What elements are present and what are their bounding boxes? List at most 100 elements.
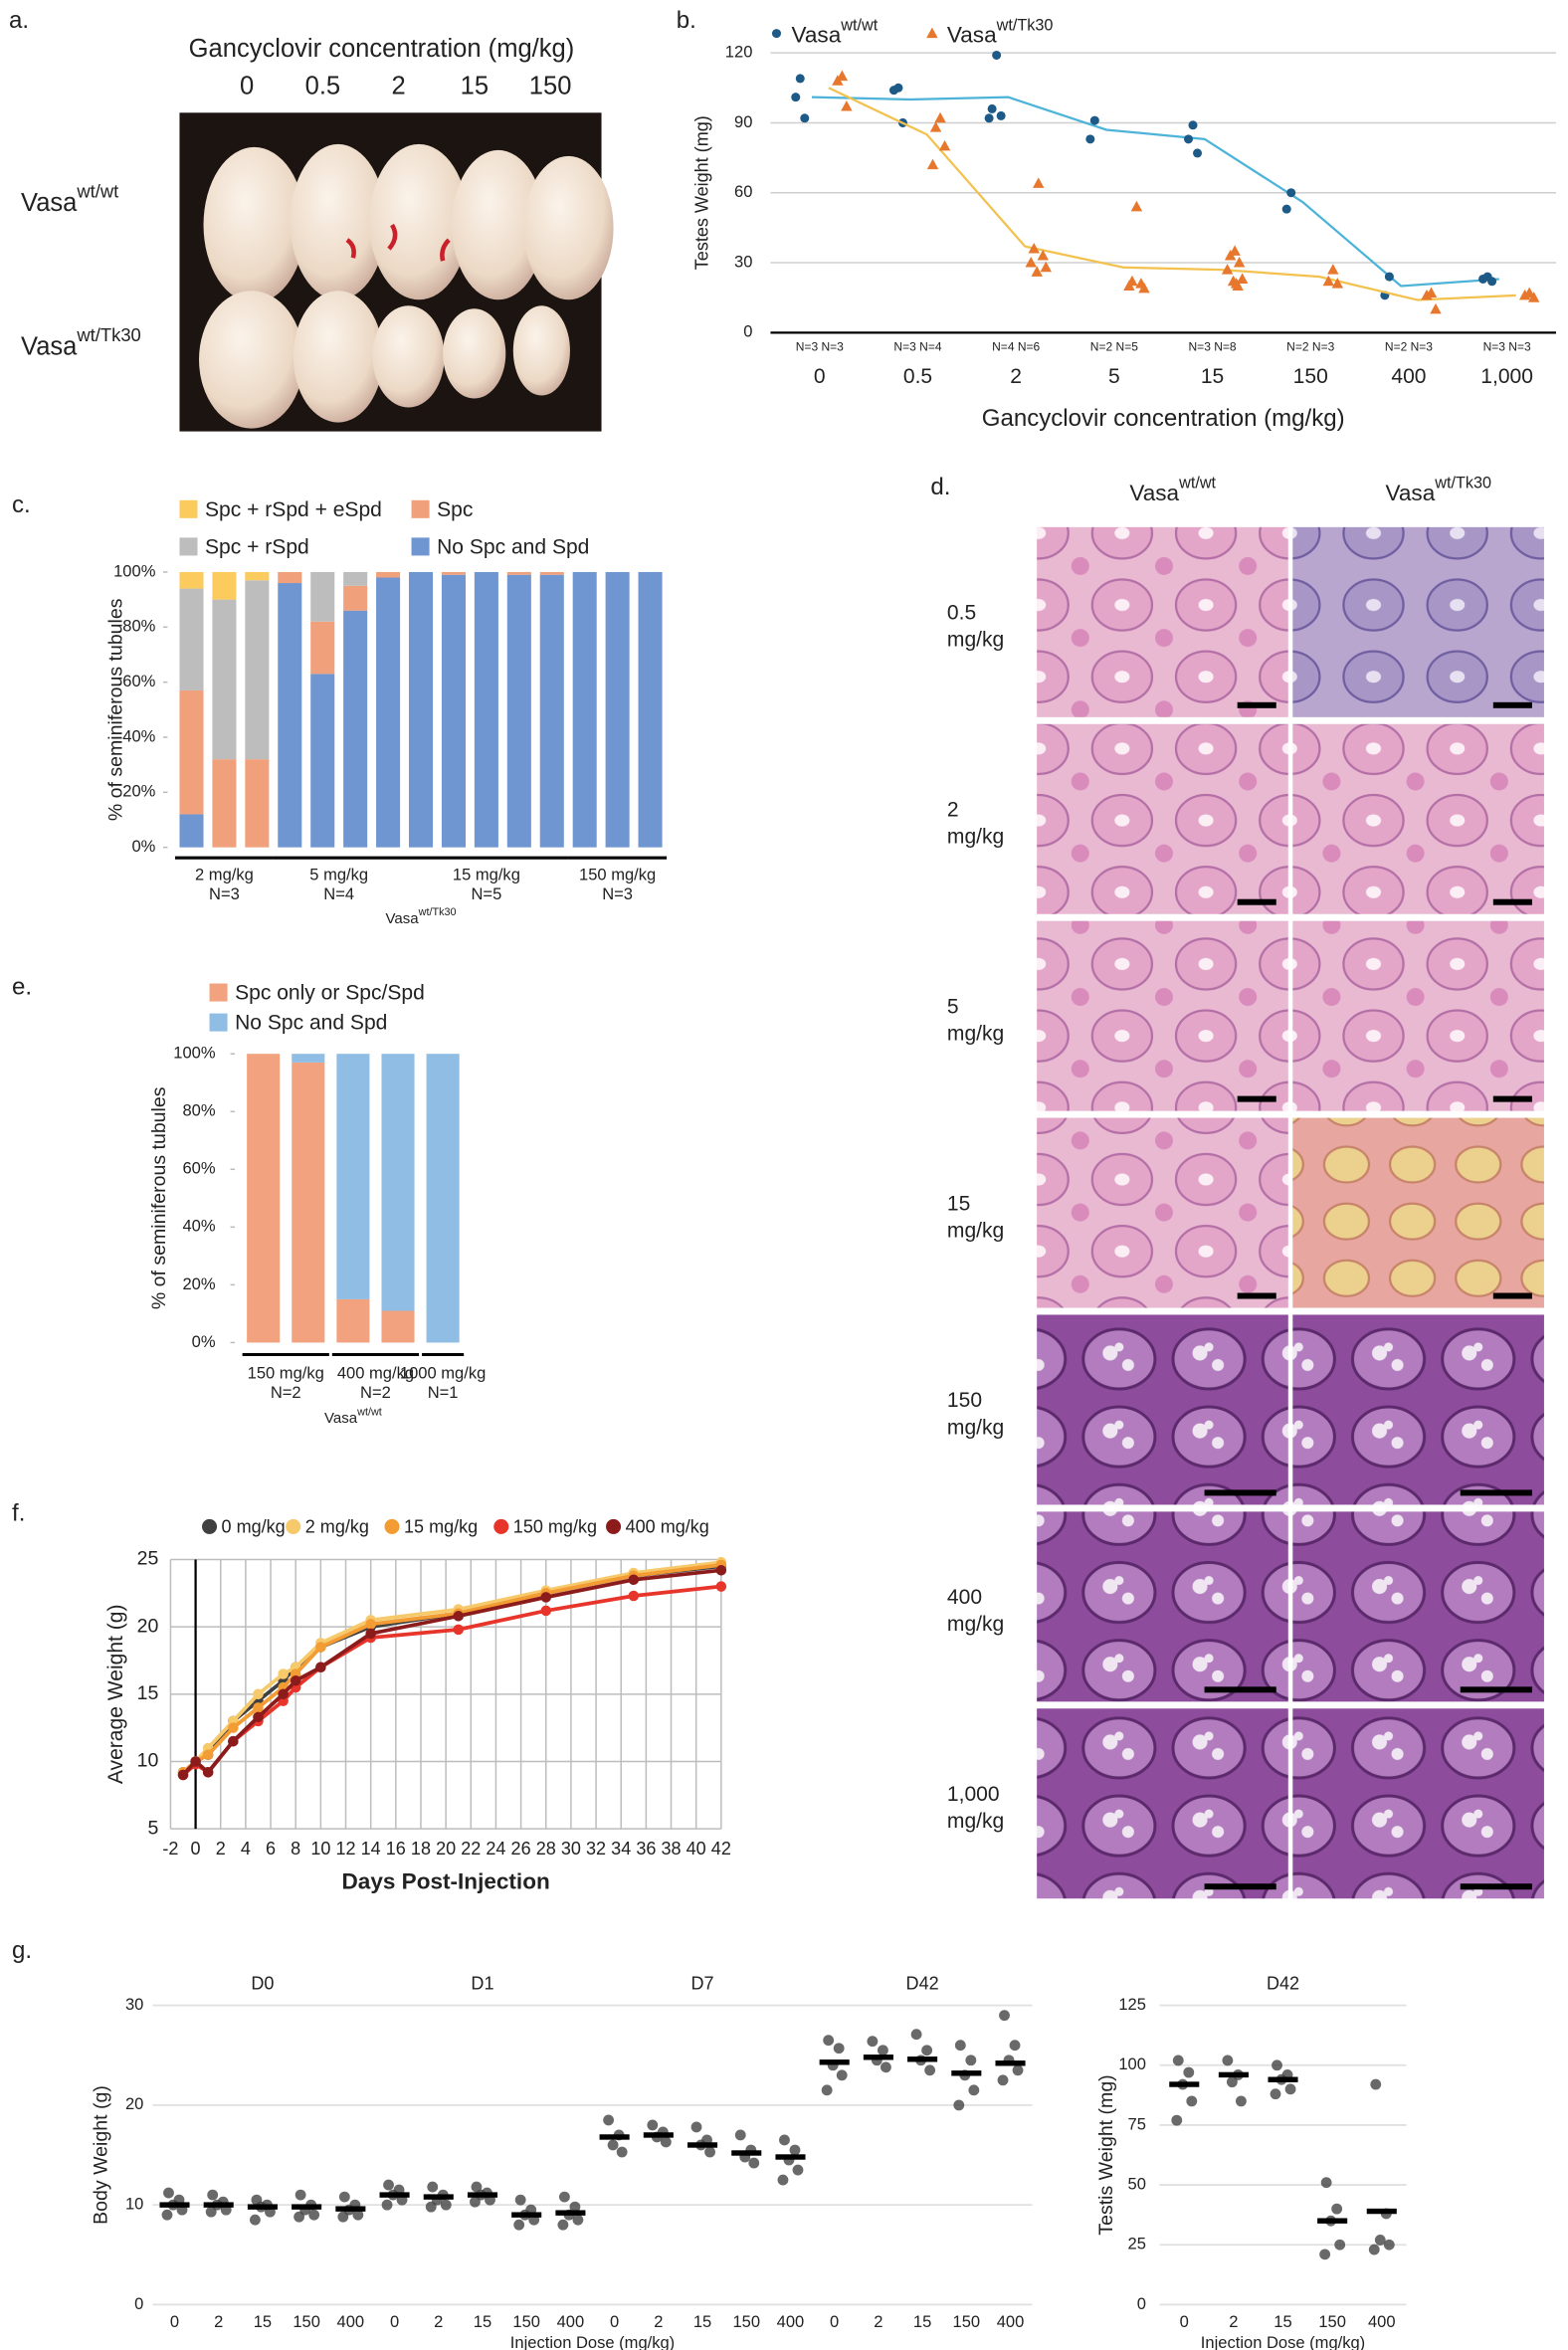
column-header: Vasawt/Tk30 [1386, 475, 1492, 505]
y-tick-label: 0 [1137, 2294, 1146, 2313]
bar-segment [179, 588, 204, 690]
x-tick-label: 4 [241, 1839, 251, 1859]
x-tick-label: 150 [293, 2312, 320, 2331]
x-tick-label: 0 [390, 2312, 399, 2331]
point [867, 2036, 879, 2048]
point [821, 2084, 833, 2096]
x-tick-label: 2 [1229, 2312, 1238, 2331]
superscript: wt/Tk30 [1434, 475, 1491, 492]
point [514, 2194, 526, 2206]
point [603, 2114, 615, 2126]
bar-segment [278, 571, 302, 584]
point [249, 2214, 261, 2226]
point [471, 2181, 483, 2193]
bar-segment [179, 814, 204, 848]
x-tick-label: 150 [953, 2312, 981, 2331]
y-tick-label: 75 [1128, 2114, 1146, 2133]
y-tick-label: 80% [182, 1101, 215, 1120]
point [832, 75, 844, 86]
point [924, 2064, 936, 2076]
bar-segment [179, 689, 204, 815]
point [791, 93, 801, 102]
n-label: N=3 N=3 [1483, 340, 1531, 354]
x-tick-label: 26 [511, 1839, 531, 1859]
group-label: 15 mg/kg [453, 866, 520, 884]
row-label: 0.5 [947, 602, 976, 625]
point [278, 1688, 289, 1700]
bar-segment [310, 571, 335, 622]
median-bar [467, 2192, 498, 2198]
axis-title: Average Weight (g) [104, 1605, 127, 1785]
micrograph [1037, 526, 1288, 717]
legend-label: Spc + rSpd [205, 535, 309, 558]
testis [293, 291, 383, 423]
micrograph [1292, 1708, 1544, 1899]
testis [369, 143, 469, 300]
point [954, 2040, 966, 2052]
point [1193, 148, 1203, 158]
point [833, 2043, 845, 2055]
y-tick-label: 25 [1128, 2235, 1146, 2253]
bar-segment [336, 1054, 370, 1299]
superscript: wt/Tk30 [76, 324, 140, 345]
y-tick-label: 125 [1118, 1995, 1146, 2014]
micrograph [1037, 1314, 1288, 1505]
point [734, 2129, 746, 2141]
point [338, 2191, 350, 2203]
x-tick-label: 24 [486, 1839, 505, 1859]
point [1236, 2095, 1247, 2107]
point [315, 1642, 326, 1653]
row-label: mg/kg [947, 826, 1004, 849]
y-tick-label: 100% [113, 561, 156, 580]
point [1033, 177, 1045, 188]
bar-segment [408, 571, 434, 848]
legend-label: Spc + rSpd + eSpd [205, 498, 382, 521]
panel-label: f. [12, 1500, 25, 1527]
n-label: N=2 N=5 [1090, 340, 1138, 354]
row-label: 2 [947, 799, 959, 822]
bar-segment [212, 571, 237, 600]
x-tick-label: 0 [191, 1839, 201, 1859]
point [1222, 2055, 1234, 2066]
name: Vasa [1129, 481, 1179, 505]
testis [523, 155, 614, 300]
point [453, 1611, 464, 1622]
point [190, 1756, 201, 1767]
x-tick-label: 2 [1010, 365, 1022, 388]
panel-label: a. [9, 7, 29, 34]
bar-segment [572, 571, 597, 848]
testis [452, 149, 545, 300]
scale-bar [1492, 701, 1532, 708]
row-label: 400 [947, 1586, 982, 1609]
axis-title: Injection Dose (mg/kg) [1201, 2333, 1365, 2350]
point [996, 110, 1006, 120]
x-tick-label: 5 [1108, 365, 1120, 388]
point [704, 2146, 715, 2158]
micrograph [1037, 1708, 1288, 1899]
x-tick-label: 150 [512, 2312, 540, 2331]
row-label: 15 [947, 1192, 970, 1215]
median-bar [292, 2204, 322, 2210]
point [800, 113, 810, 123]
mean-line [828, 87, 1516, 301]
group-label: 400 mg/kg [337, 1363, 414, 1382]
bar-segment [539, 571, 564, 575]
point [987, 103, 997, 113]
point [1518, 289, 1531, 300]
superscript: wt/Tk30 [996, 17, 1054, 35]
x-tick-label: 400 [997, 2312, 1025, 2331]
legend-label: Spc only or Spc/Spd [235, 982, 425, 1005]
micrograph [1037, 1117, 1288, 1308]
testis [199, 291, 304, 429]
blood-vessel [345, 223, 451, 262]
point [294, 2189, 306, 2201]
point [253, 1702, 264, 1713]
legend-swatch [209, 983, 228, 1002]
n-label: N=3 N=4 [893, 340, 941, 354]
point [1226, 2076, 1238, 2088]
micrograph [1292, 1314, 1544, 1505]
scale-bar [1237, 701, 1276, 708]
bar-segment [381, 1054, 415, 1311]
point [997, 2074, 1009, 2086]
x-tick-label: 15 [1201, 365, 1224, 388]
